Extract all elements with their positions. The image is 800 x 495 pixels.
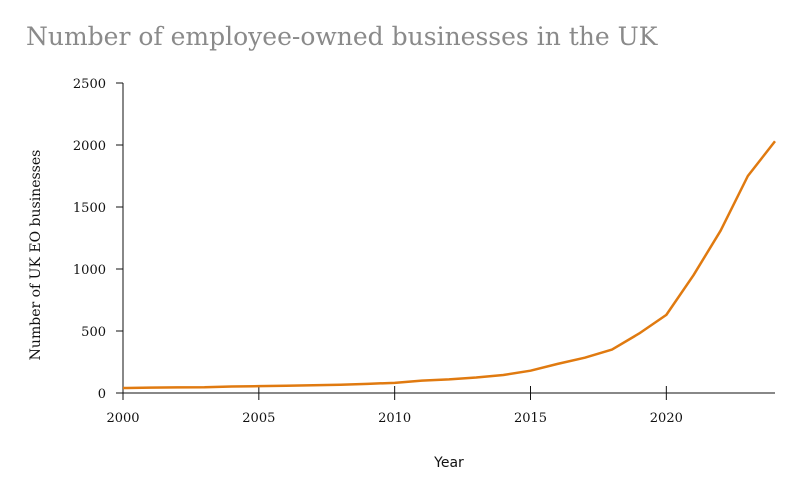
x-tick-label: 2015 <box>514 411 547 426</box>
y-tick-label: 2500 <box>73 77 106 92</box>
series <box>122 140 776 390</box>
y-ticks: 0 500 1000 1500 2000 2500 <box>73 77 123 402</box>
y-tick-label: 2000 <box>73 139 106 154</box>
y-tick-label: 0 <box>98 387 106 402</box>
y-axis-title: Number of UK EO businesses <box>28 150 44 361</box>
x-tick-label: 2000 <box>106 411 139 426</box>
x-axis-title: Year <box>433 455 464 471</box>
x-tick-label: 2005 <box>242 411 275 426</box>
y-tick-label: 1000 <box>73 263 106 278</box>
x-tick-label: 2020 <box>650 411 683 426</box>
x-tick-label: 2010 <box>378 411 411 426</box>
series-line <box>122 140 776 390</box>
x-ticks: 2000 2005 2010 2015 2020 <box>106 386 683 426</box>
chart-title: Number of employee-owned businesses in t… <box>26 22 658 51</box>
y-tick-label: 1500 <box>73 201 106 216</box>
y-tick-label: 500 <box>81 325 106 340</box>
